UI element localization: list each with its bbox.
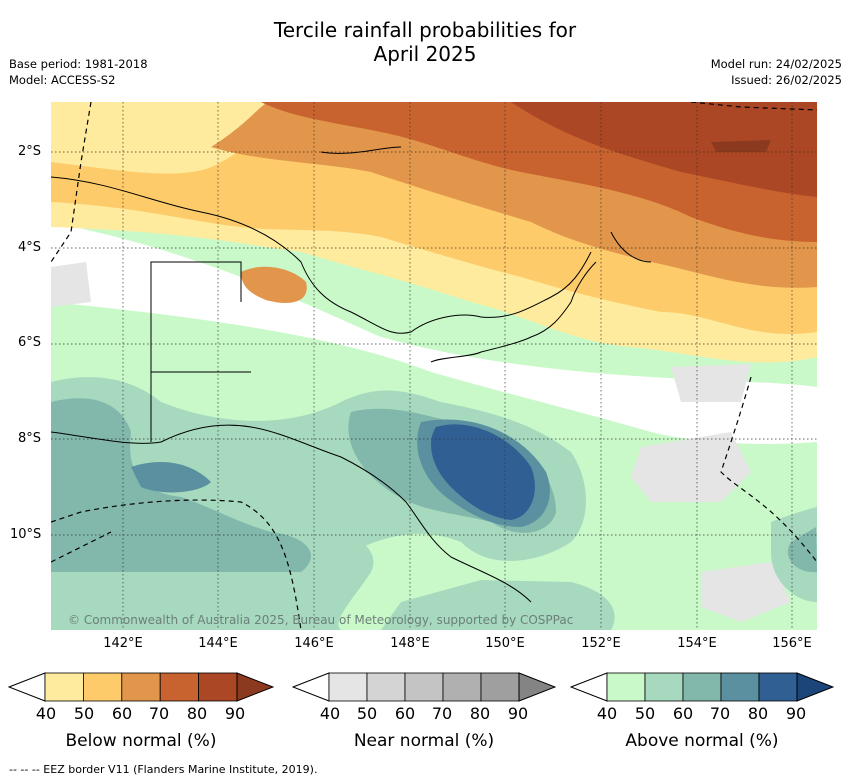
lat-label: 6°S xyxy=(18,335,42,350)
colorbar-tick: 80 xyxy=(469,704,491,723)
below-normal-80-90 xyxy=(511,102,817,197)
title-line-1: Tercile rainfall probabilities for xyxy=(273,18,577,42)
lon-label: 150°E xyxy=(485,636,525,651)
below-normal-title: Below normal (%) xyxy=(65,731,217,751)
colorbar-tick: 50 xyxy=(73,704,95,723)
copyright-notice: © Commonwealth of Australia 2025, Bureau… xyxy=(68,613,574,627)
lon-label: 152°E xyxy=(581,636,621,651)
colorbar-segment xyxy=(644,672,684,702)
colorbar-segment xyxy=(480,672,520,702)
lat-label: 10°S xyxy=(10,527,42,542)
colorbar-tick: 60 xyxy=(111,704,133,723)
colorbar-segment xyxy=(83,672,123,702)
colorbar-tick: 90 xyxy=(224,704,246,723)
near-normal-patch xyxy=(631,432,751,502)
colorbar-tick: 70 xyxy=(709,704,731,723)
near-normal-patch xyxy=(671,364,751,402)
lon-label: 146°E xyxy=(294,636,334,651)
colorbar-segment xyxy=(121,672,161,702)
colorbar-tick: 60 xyxy=(394,704,416,723)
below-normal-colorbar xyxy=(8,672,274,702)
lat-label: 8°S xyxy=(18,431,42,446)
meta-left: Base period: 1981-2018 Model: ACCESS-S2 xyxy=(9,56,148,88)
below-normal-60-70-patch xyxy=(241,266,307,303)
meta-right: Model run: 24/02/2025 Issued: 26/02/2025 xyxy=(711,56,842,88)
near-normal-colorbar xyxy=(292,672,556,702)
colorbar-segment xyxy=(404,672,444,702)
white-band xyxy=(51,222,817,444)
colorbar-lower-extension xyxy=(292,672,330,702)
colorbar-segment xyxy=(366,672,406,702)
colorbar-tick: 90 xyxy=(785,704,807,723)
colorbar-tick: 40 xyxy=(319,704,341,723)
colorbar-tick: 60 xyxy=(672,704,694,723)
model-name: Model: ACCESS-S2 xyxy=(9,73,116,87)
model-run: Model run: 24/02/2025 xyxy=(710,57,842,71)
eez-legend-note: -- -- -- EEZ border V11 (Flanders Marine… xyxy=(9,763,318,776)
colorbar-lower-extension xyxy=(8,672,46,702)
colorbar-tick: 70 xyxy=(431,704,453,723)
colorbar-tick: 50 xyxy=(634,704,656,723)
graticule xyxy=(51,102,817,630)
above-normal-70-80-west xyxy=(131,462,211,493)
colorbar-segment xyxy=(44,672,84,702)
probability-map xyxy=(51,102,817,630)
below-normal-90-plus xyxy=(711,140,771,152)
near-normal-patch xyxy=(51,262,91,307)
colorbar-segment xyxy=(758,672,798,702)
lon-label: 142°E xyxy=(103,636,143,651)
map-title: Tercile rainfall probabilities for April… xyxy=(0,18,850,66)
map-canvas xyxy=(51,102,817,630)
lat-label: 4°S xyxy=(18,240,42,255)
colorbar-tick: 50 xyxy=(356,704,378,723)
lon-label: 148°E xyxy=(390,636,430,651)
title-line-2: April 2025 xyxy=(373,42,477,66)
colorbar-upper-extension xyxy=(796,672,834,702)
lat-label: 2°S xyxy=(18,144,42,159)
colorbar-segment xyxy=(159,672,199,702)
colorbar-segment xyxy=(606,672,646,702)
colorbar-tick: 80 xyxy=(747,704,769,723)
colorbar-segment xyxy=(442,672,482,702)
colorbar-tick: 80 xyxy=(186,704,208,723)
colorbar-segment xyxy=(328,672,368,702)
lon-label: 156°E xyxy=(772,636,812,651)
colorbar-tick: 90 xyxy=(507,704,529,723)
coastline xyxy=(51,146,652,603)
near-normal-title: Near normal (%) xyxy=(353,731,495,751)
colorbar-segment xyxy=(720,672,760,702)
colorbar-tick: 40 xyxy=(596,704,618,723)
lon-label: 154°E xyxy=(677,636,717,651)
colorbar-upper-extension xyxy=(518,672,556,702)
colorbar-segment xyxy=(198,672,238,702)
lon-label: 144°E xyxy=(198,636,238,651)
near-normal-patch xyxy=(701,562,791,622)
above-normal-title: Above normal (%) xyxy=(625,731,779,751)
colorbar-lower-extension xyxy=(570,672,608,702)
colorbar-tick: 70 xyxy=(148,704,170,723)
above-normal-60-70-east xyxy=(787,527,817,573)
colorbar-segment xyxy=(682,672,722,702)
eez-border xyxy=(51,102,817,630)
issued-date: Issued: 26/02/2025 xyxy=(731,73,842,87)
colorbar-upper-extension xyxy=(236,672,274,702)
colorbar-tick: 40 xyxy=(35,704,57,723)
base-period: Base period: 1981-2018 xyxy=(9,57,148,71)
above-normal-80-90 xyxy=(431,424,535,520)
above-normal-colorbar xyxy=(570,672,834,702)
